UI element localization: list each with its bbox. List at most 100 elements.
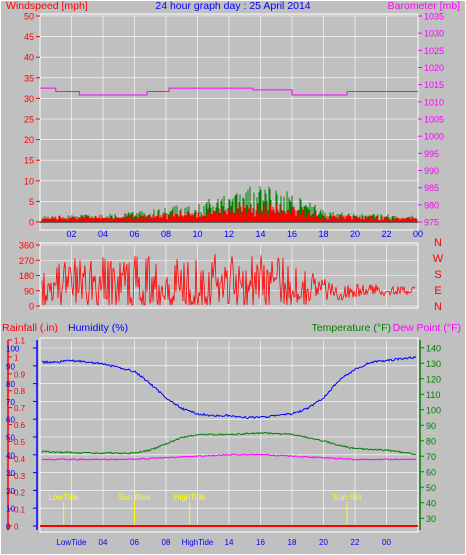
barometer-line: [40, 87, 418, 96]
compass-label: N: [434, 237, 442, 249]
humidity-axis-label: Humidity (%): [68, 322, 128, 334]
humidity-tick-label: 70: [6, 398, 15, 407]
temp-grid: [40, 340, 419, 527]
barometer-axis-label: Barometer [mb]: [388, 0, 460, 12]
humidity-tick-label: 20: [6, 487, 15, 496]
barometer-tick-label: 1005: [424, 115, 444, 125]
humidity-tick-label: 100: [6, 345, 20, 354]
dewpoint-axis-label: Dew Point (°F): [393, 322, 461, 334]
humidity-tick-label: 40: [6, 451, 15, 460]
temp-x-tick-label: 22: [351, 538, 360, 547]
barometer-right-axis: 975 980 985 990 995 1000 1005 1010 1015 1020 1025 1…: [418, 12, 444, 228]
wind-x-tick-label: 04: [98, 229, 108, 239]
wind-x-tick-label: 14: [255, 229, 265, 239]
barometer-tick-label: 980: [424, 200, 439, 210]
wind-tick-label: 35: [24, 73, 34, 83]
windspeed-axis-label: Windspeed [mph]: [6, 0, 88, 12]
wind-tick-label: 25: [24, 115, 34, 125]
rainfall-tick-label: 0.4: [14, 455, 26, 464]
temperature-axis-label: Temperature (°F): [312, 322, 391, 334]
barometer-tick-label: 1020: [424, 63, 444, 73]
wind-tick-label: 40: [24, 53, 34, 63]
compass-label: S: [434, 269, 441, 281]
rainfall-tick-label: 0.7: [14, 404, 26, 413]
rainfall-tick-label: 0.5: [14, 438, 26, 447]
marker-label: HighTide: [174, 493, 206, 502]
temperature-tick-label: 70: [426, 452, 436, 462]
direction-tick-label: 0: [29, 302, 34, 312]
barometer-tick-label: 1030: [424, 29, 444, 39]
rainfall-tick-label: 0.1: [14, 506, 26, 515]
humidity-tick-label: 80: [6, 380, 15, 389]
rainfall-tick-label: 0.9: [14, 370, 26, 379]
wind-x-tick-label: 10: [192, 229, 202, 239]
wind-tick-label: 0: [29, 218, 34, 228]
compass-label: W: [433, 253, 444, 265]
marker-label: LowTide: [49, 493, 79, 502]
barometer-tick-label: 1025: [424, 46, 444, 56]
wind-x-tick-label: 16: [287, 229, 297, 239]
humidity-tick-label: 50: [6, 434, 15, 443]
temperature-tick-label: 30: [426, 514, 436, 524]
rainfall-tick-label: 0.2: [14, 489, 26, 498]
compass-label: N: [434, 301, 442, 313]
wind-x-axis: 02 04 06 08 10 12 14 16 18 20 22 00: [66, 229, 423, 239]
temp-x-tick-label: 14: [225, 538, 234, 547]
direction-left-axis: 0 90 180 270 360: [19, 241, 40, 312]
rainfall-ticks: 00.10.20.30.40.50.60.70.80.911.1: [8, 337, 26, 532]
barometer-tick-label: 1015: [424, 80, 444, 90]
temperature-tick-label: 140: [426, 343, 441, 353]
graph-title: 24 hour graph day : 25 April 2014: [155, 0, 310, 12]
compass-label: E: [434, 285, 441, 297]
direction-tick-label: 270: [19, 256, 34, 266]
rainfall-tick-label: 0.8: [14, 387, 26, 396]
temperature-tick-label: 40: [426, 498, 436, 508]
temp-x-tick-label: 08: [162, 538, 171, 547]
tide-sun-markers: LowTide Sun Rise HighTide Sun Set: [49, 493, 362, 524]
temp-x-tick-label: 20: [319, 538, 328, 547]
humidity-tick-label: 10: [6, 505, 15, 514]
wind-tick-label: 5: [29, 197, 34, 207]
wind-left-axis: 0 5 10 15 20 25 30 35 40 45 50: [24, 12, 40, 228]
temperature-tick-label: 120: [426, 374, 441, 384]
wind-tick-label: 20: [24, 135, 34, 145]
direction-line: [41, 253, 416, 307]
wind-tick-label: 50: [24, 12, 34, 22]
dewpoint-line: [41, 453, 417, 461]
rainfall-tick-label: 0.6: [14, 421, 26, 430]
wind-x-tick-label: 00: [413, 229, 423, 239]
wind-tick-label: 30: [24, 94, 34, 104]
temperature-tick-label: 100: [426, 405, 441, 415]
temp-x-tick-label: 06: [130, 538, 139, 547]
temp-x-tick-label: 16: [256, 538, 265, 547]
wind-x-tick-label: 22: [381, 229, 391, 239]
rainfall-tick-label: 1: [14, 353, 19, 362]
rainfall-tick-label: 1.1: [14, 337, 26, 346]
windspeed-bars: [41, 202, 418, 222]
temperature-tick-label: 110: [426, 390, 440, 400]
wind-tick-label: 45: [24, 32, 34, 42]
direction-tick-label: 360: [19, 241, 34, 251]
humidity-line: [41, 355, 417, 419]
temperature-tick-label: 130: [426, 359, 441, 369]
temp-x-tick-label: HighTide: [182, 538, 214, 547]
humidity-tick-label: 30: [6, 469, 15, 478]
temperature-tick-label: 50: [426, 483, 436, 493]
barometer-tick-label: 1000: [424, 132, 444, 142]
wind-tick-label: 10: [24, 176, 34, 186]
humidity-tick-label: 60: [6, 416, 15, 425]
temperature-ticks: 30 40 50 60 70 80 90 100 110 120 130 140: [420, 343, 441, 524]
rainfall-axis-label: Rainfall (.in): [2, 322, 58, 334]
humidity-tick-label: 0: [6, 523, 11, 532]
temp-x-tick-label: 00: [382, 538, 391, 547]
barometer-tick-label: 995: [424, 149, 439, 159]
temperature-line: [41, 431, 417, 456]
rainfall-tick-label: 0.3: [14, 472, 26, 481]
rainfall-tick-label: 0: [14, 523, 19, 532]
direction-tick-label: 180: [19, 271, 34, 281]
